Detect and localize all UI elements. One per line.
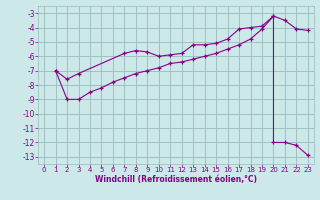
X-axis label: Windchill (Refroidissement éolien,°C): Windchill (Refroidissement éolien,°C): [95, 175, 257, 184]
